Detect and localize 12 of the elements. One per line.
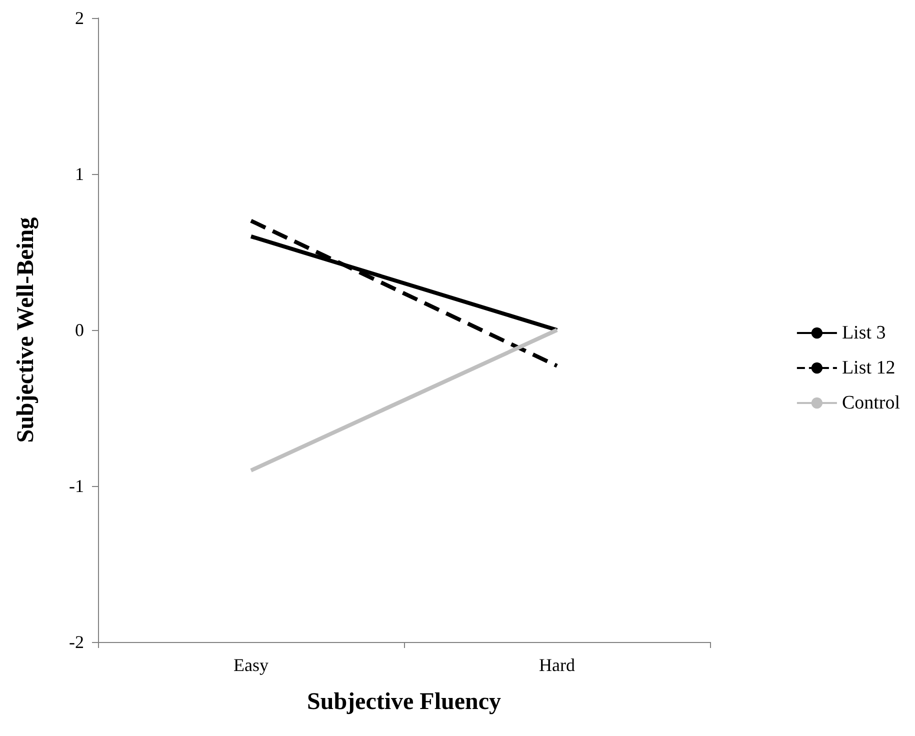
y-axis-title: Subjective Well-Being [13,217,39,443]
y-tick-label: 2 [75,8,84,28]
legend-label: List 12 [842,358,896,378]
legend-label: List 3 [842,322,886,344]
y-tick-label: 0 [75,320,84,340]
x-tick-label: Easy [234,655,268,675]
y-tick-label: -1 [69,476,84,496]
x-tick-label: Hard [539,655,575,675]
y-tick-label: -2 [69,632,84,652]
y-tick-label: 1 [75,164,84,184]
legend-label: Control [842,392,900,414]
x-axis-title: Subjective Fluency [307,689,501,715]
